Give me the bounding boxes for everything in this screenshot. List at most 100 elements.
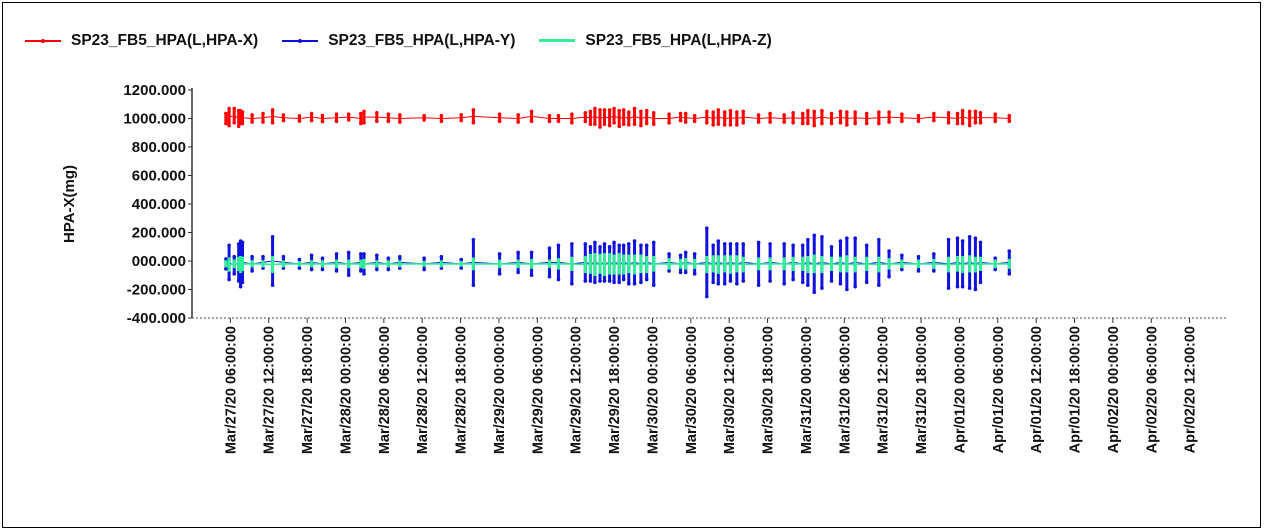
- data-burst: [297, 261, 301, 267]
- legend-entry-hpa-z[interactable]: SP23_FB5_HPA(L,HPA-Z): [539, 32, 772, 50]
- data-point: [967, 286, 972, 290]
- data-burst: [239, 256, 243, 274]
- data-burst: [993, 114, 997, 122]
- data-point: [900, 253, 904, 258]
- data-point: [270, 234, 275, 239]
- data-burst: [806, 256, 810, 274]
- data-point: [621, 108, 626, 112]
- data-burst: [955, 256, 959, 272]
- data-point: [973, 120, 978, 125]
- data-burst: [439, 260, 443, 268]
- data-point: [722, 110, 727, 114]
- data-burst: [887, 258, 891, 270]
- data-burst: [916, 115, 920, 122]
- data-burst: [459, 114, 463, 121]
- data-point: [1007, 272, 1012, 276]
- data-point: [806, 108, 810, 113]
- series-hpa-x: [224, 106, 1012, 129]
- data-point: [741, 242, 746, 246]
- x-tick-label: Mar/28/20 00:00:00: [338, 326, 354, 454]
- data-point: [359, 252, 363, 256]
- data-point: [667, 120, 671, 125]
- data-burst: [716, 109, 720, 125]
- data-point: [240, 240, 245, 245]
- data-burst: [471, 109, 475, 123]
- data-point: [639, 280, 643, 285]
- data-point: [768, 279, 772, 283]
- data-burst: [608, 109, 612, 126]
- data-point: [993, 256, 998, 260]
- data-point: [297, 119, 302, 123]
- data-burst: [359, 259, 363, 269]
- data-burst: [398, 114, 402, 123]
- data-burst: [547, 115, 551, 122]
- legend-swatch-hpa-x: [25, 34, 61, 48]
- data-point: [812, 233, 817, 238]
- data-burst: [498, 114, 502, 122]
- data-point: [346, 250, 351, 255]
- data-point: [722, 242, 727, 246]
- data-point: [1007, 113, 1012, 118]
- data-burst: [516, 114, 520, 123]
- data-burst: [735, 255, 739, 273]
- legend-label-hpa-x: SP23_FB5_HPA(L,HPA-X): [71, 32, 259, 49]
- data-burst: [627, 254, 631, 274]
- data-point: [602, 242, 607, 246]
- data-point: [644, 121, 649, 126]
- data-burst: [711, 112, 715, 125]
- data-point: [626, 282, 631, 286]
- data-burst: [757, 257, 761, 271]
- data-burst: [684, 258, 688, 270]
- data-burst: [583, 256, 587, 274]
- data-point: [1007, 249, 1012, 253]
- data-point: [309, 111, 314, 116]
- x-tick-label: Apr/01/20 06:00:00: [991, 326, 1007, 453]
- data-point: [716, 282, 721, 286]
- data-point: [782, 113, 786, 117]
- data-point: [722, 282, 727, 286]
- data-burst: [705, 256, 709, 274]
- data-point: [806, 121, 810, 126]
- data-burst: [320, 260, 324, 268]
- data-point: [529, 273, 534, 278]
- data-point: [887, 120, 891, 124]
- data-burst: [900, 259, 904, 269]
- data-point: [820, 121, 824, 126]
- data-point: [320, 267, 325, 272]
- data-point: [973, 287, 978, 292]
- legend-entry-hpa-y[interactable]: SP23_FB5_HPA(L,HPA-Y): [282, 32, 515, 50]
- x-tick-label: Mar/30/20 18:00:00: [761, 326, 777, 454]
- data-point: [375, 119, 379, 124]
- data-burst: [439, 115, 443, 122]
- data-burst: [556, 115, 560, 122]
- data-point: [320, 256, 325, 260]
- data-burst: [320, 115, 324, 122]
- data-point: [398, 120, 402, 124]
- data-point: [617, 243, 621, 248]
- data-point: [632, 282, 637, 286]
- data-burst: [961, 256, 965, 274]
- data-point: [756, 240, 761, 245]
- data-point: [359, 269, 363, 273]
- data-burst: [757, 114, 761, 123]
- data-point: [741, 120, 746, 125]
- data-point: [838, 239, 843, 243]
- data-burst: [853, 256, 857, 273]
- data-point: [270, 120, 275, 125]
- x-tick-label: Mar/27/20 06:00:00: [223, 326, 239, 454]
- data-burst: [782, 114, 786, 123]
- data-point: [250, 120, 254, 124]
- data-point: [612, 120, 616, 125]
- data-point: [756, 120, 761, 124]
- data-point: [334, 119, 339, 124]
- data-burst: [588, 253, 592, 274]
- data-burst: [820, 110, 824, 124]
- data-point: [728, 242, 733, 246]
- data-burst: [602, 253, 606, 276]
- legend-entry-hpa-x[interactable]: SP23_FB5_HPA(L,HPA-X): [25, 32, 258, 50]
- data-point: [705, 226, 709, 231]
- data-point: [711, 123, 715, 127]
- data-point: [359, 121, 363, 126]
- data-point: [346, 273, 351, 278]
- y-tick-label: 1200.000: [123, 82, 186, 99]
